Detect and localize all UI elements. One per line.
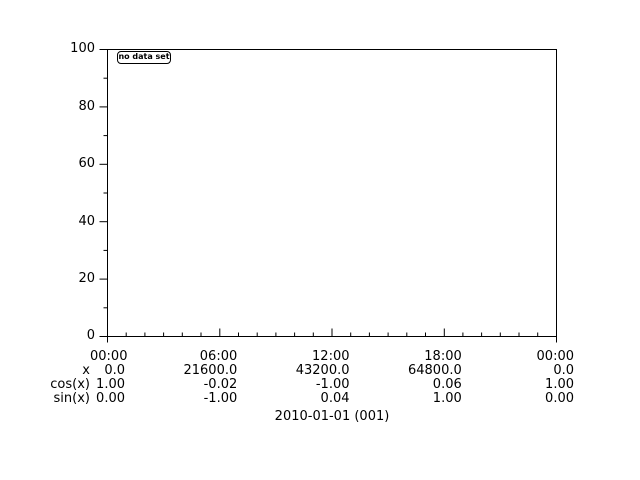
table-value: 0.0 bbox=[104, 363, 125, 378]
table-value: 0.0 bbox=[553, 363, 574, 378]
xtick-label-3: 18:00 bbox=[424, 349, 462, 364]
table-value: 0.04 bbox=[320, 391, 350, 406]
xtick-label-2: 12:00 bbox=[312, 349, 350, 364]
table-value: 0.00 bbox=[545, 391, 574, 406]
table-value: -1.00 bbox=[203, 391, 238, 406]
table-row-label-x: x bbox=[82, 363, 90, 378]
ytick-label-80: 80 bbox=[78, 99, 95, 114]
table-row-label-cos: cos(x) bbox=[50, 377, 90, 392]
table-value: 21600.0 bbox=[183, 363, 238, 378]
xtick-label-4: 00:00 bbox=[536, 349, 574, 364]
xaxis-date-label: 2010-01-01 (001) bbox=[274, 409, 390, 424]
legend-no-data-set: no data set bbox=[117, 51, 171, 64]
table-value: 1.00 bbox=[545, 377, 574, 392]
table-value: 0.06 bbox=[432, 377, 462, 392]
ytick-label-40: 40 bbox=[78, 214, 95, 229]
table-value: 1.00 bbox=[96, 377, 125, 392]
table-value: 43200.0 bbox=[295, 363, 350, 378]
cursor-value-table: 00:00 06:00 12:00 18:00 00:00 x 0.0 2160… bbox=[0, 350, 574, 406]
table-value: -0.02 bbox=[203, 377, 238, 392]
xtick-label-1: 06:00 bbox=[199, 349, 238, 364]
table-row-label-sin: sin(x) bbox=[53, 391, 90, 406]
table-value: 0.00 bbox=[96, 391, 125, 406]
ytick-label-100: 100 bbox=[70, 41, 95, 56]
ytick-label-60: 60 bbox=[78, 156, 95, 171]
table-value: 1.00 bbox=[432, 391, 462, 406]
ytick-label-20: 20 bbox=[78, 271, 95, 286]
table-row-label-empty bbox=[0, 350, 90, 364]
ytick-label-0: 0 bbox=[86, 328, 95, 343]
table-value: 64800.0 bbox=[407, 363, 462, 378]
legend-label: no data set bbox=[118, 52, 170, 61]
plot-area[interactable] bbox=[107, 49, 557, 337]
table-value: -1.00 bbox=[315, 377, 350, 392]
xtick-label-0: 00:00 bbox=[90, 349, 128, 364]
